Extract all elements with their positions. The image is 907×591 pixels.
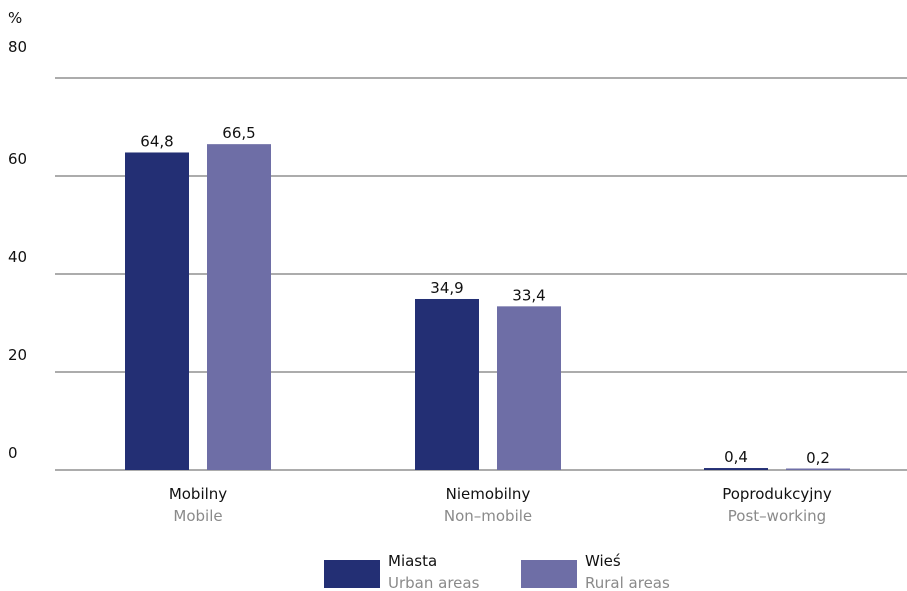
category-label: Mobilny bbox=[169, 485, 227, 503]
category-sublabel: Post–working bbox=[728, 507, 826, 525]
data-label: 64,8 bbox=[140, 132, 173, 150]
category-labels: Mobilny Mobile Niemobilny Non–mobile Poprodu… bbox=[169, 485, 832, 525]
bars bbox=[125, 144, 850, 471]
data-label: 34,9 bbox=[430, 279, 463, 297]
legend-swatch bbox=[521, 560, 577, 588]
data-label: 0,4 bbox=[724, 448, 748, 466]
data-label: 66,5 bbox=[222, 124, 255, 142]
bar bbox=[786, 468, 850, 470]
data-label: 0,2 bbox=[806, 449, 830, 467]
category-sublabel: Mobile bbox=[173, 507, 222, 525]
y-tick-label: 60 bbox=[8, 150, 27, 168]
category-label: Poprodukcyjny bbox=[722, 485, 832, 503]
legend-swatch bbox=[324, 560, 380, 588]
data-label: 33,4 bbox=[512, 286, 545, 304]
legend-label: Miasta bbox=[388, 552, 437, 570]
y-axis-ticks: 0 20 40 60 80 bbox=[8, 38, 27, 462]
y-tick-label: 40 bbox=[8, 248, 27, 266]
bar bbox=[415, 298, 479, 470]
data-labels: 64,8 34,9 0,4 66,5 33,4 0,2 bbox=[140, 124, 830, 467]
y-tick-label: 80 bbox=[8, 38, 27, 56]
bar bbox=[125, 152, 189, 471]
y-tick-label: 0 bbox=[8, 444, 18, 462]
category-label: Niemobilny bbox=[446, 485, 531, 503]
bar bbox=[704, 468, 768, 470]
legend-sublabel: Rural areas bbox=[585, 574, 670, 591]
bar bbox=[497, 306, 561, 470]
bar bbox=[207, 144, 271, 470]
legend-sublabel: Urban areas bbox=[388, 574, 480, 591]
y-axis-unit: % bbox=[8, 9, 22, 27]
legend: Miasta Urban areas Wieś Rural areas bbox=[324, 552, 670, 591]
category-sublabel: Non–mobile bbox=[444, 507, 532, 525]
legend-label: Wieś bbox=[585, 552, 621, 570]
y-tick-label: 20 bbox=[8, 346, 27, 364]
